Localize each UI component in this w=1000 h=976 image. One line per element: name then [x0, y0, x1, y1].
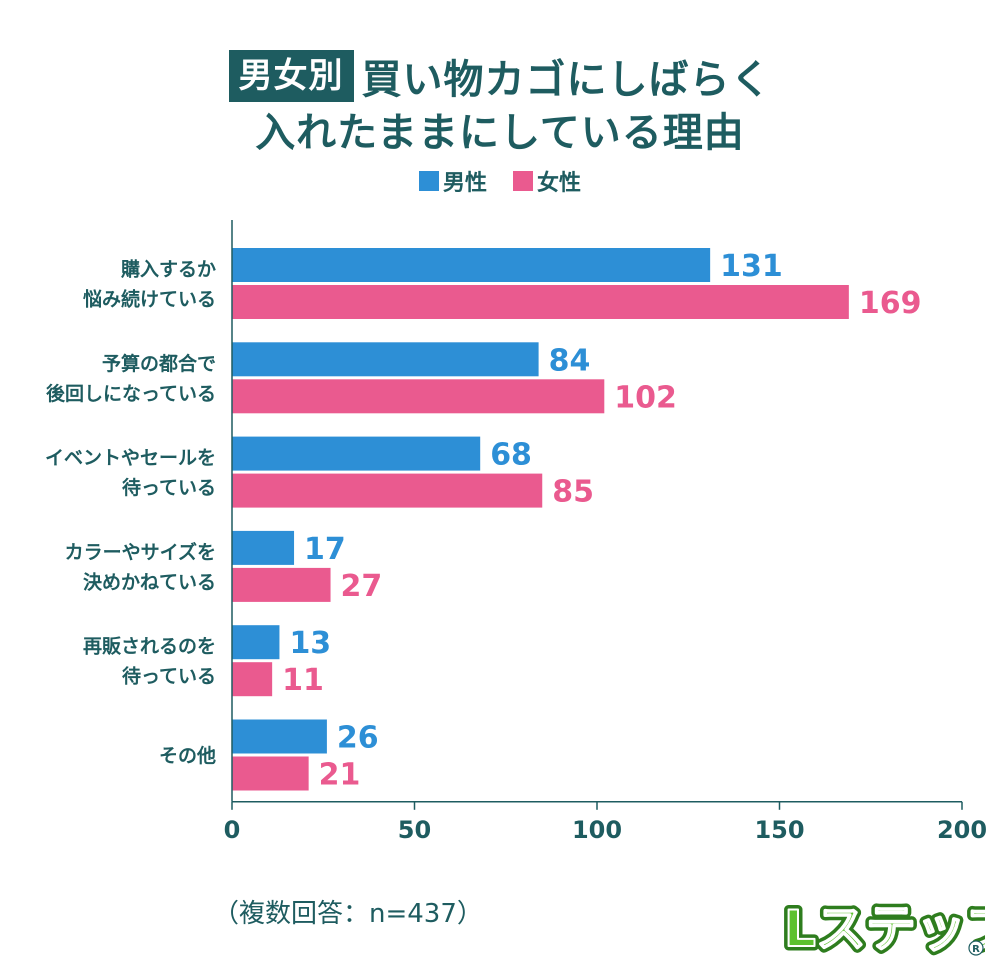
bar-female [232, 473, 543, 508]
bar-male [232, 436, 481, 471]
legend-swatch-female [513, 171, 533, 191]
bar-female [232, 285, 849, 319]
bar-male [232, 719, 327, 754]
title-badge: 男女別 [228, 50, 354, 102]
legend-label-female: 女性 [537, 171, 582, 196]
chart-title: 男女別 買い物カゴにしばらく [0, 50, 1000, 103]
category-label: 後回しになっている [46, 382, 216, 405]
lstep-logo: Lステップ Lステップ R [780, 896, 985, 959]
data-label-female: 11 [282, 663, 324, 698]
data-label-female: 21 [319, 758, 361, 793]
category-label: イベントやセールを [45, 447, 216, 469]
sample-note: （複数回答：n=437） [213, 899, 483, 929]
legend-item-male: 男性 [418, 165, 487, 197]
legend-swatch-male [418, 171, 439, 191]
data-label-female: 102 [614, 380, 677, 415]
data-label-male: 68 [490, 438, 532, 473]
category-label: 予算の都合で [102, 352, 216, 375]
category-label: 再販されるのを [83, 636, 216, 658]
bar-male [232, 530, 295, 565]
x-tick-label: 150 [754, 816, 804, 844]
title-line-1: 買い物カゴにしばらく [361, 57, 772, 103]
data-label-male: 26 [337, 721, 379, 756]
category-label: 決めかねている [83, 571, 216, 593]
data-label-male: 17 [304, 532, 346, 567]
category-label: カラーやサイズを [65, 540, 216, 563]
data-label-female: 85 [552, 475, 594, 510]
legend-item-female: 女性 [513, 165, 581, 197]
title-line-2: 入れたままにしている理由 [255, 110, 745, 156]
category-label: その他 [159, 744, 216, 767]
bar-male [232, 248, 711, 282]
bar-female [232, 379, 605, 414]
bar-male [232, 625, 280, 660]
bar-male [232, 342, 539, 377]
category-label: 待っている [122, 665, 216, 688]
legend: 男性 女性 [0, 166, 1000, 196]
x-tick-label: 200 [937, 816, 987, 844]
legend-label-male: 男性 [442, 171, 487, 196]
x-tick-label: 50 [398, 816, 431, 844]
brand-logo-outline: Lステップ [784, 900, 985, 958]
registered-mark-glyph: R [972, 944, 980, 955]
data-label-male: 131 [720, 249, 783, 284]
data-label-female: 27 [341, 569, 383, 604]
data-label-male: 84 [549, 343, 591, 378]
brand-logo-text: Lステップ [784, 900, 985, 958]
data-label-male: 13 [289, 626, 331, 661]
x-tick-label: 0 [224, 816, 241, 844]
category-label: 購入するか [121, 258, 216, 281]
x-tick-label: 100 [572, 816, 622, 844]
bar-female [232, 662, 273, 697]
bar-female [232, 567, 331, 602]
data-label-female: 169 [859, 286, 922, 321]
bar-female [232, 756, 309, 791]
registered-mark-icon [968, 940, 984, 956]
category-label: 悩み続けている [83, 288, 216, 311]
category-label: 待っている [122, 476, 216, 499]
